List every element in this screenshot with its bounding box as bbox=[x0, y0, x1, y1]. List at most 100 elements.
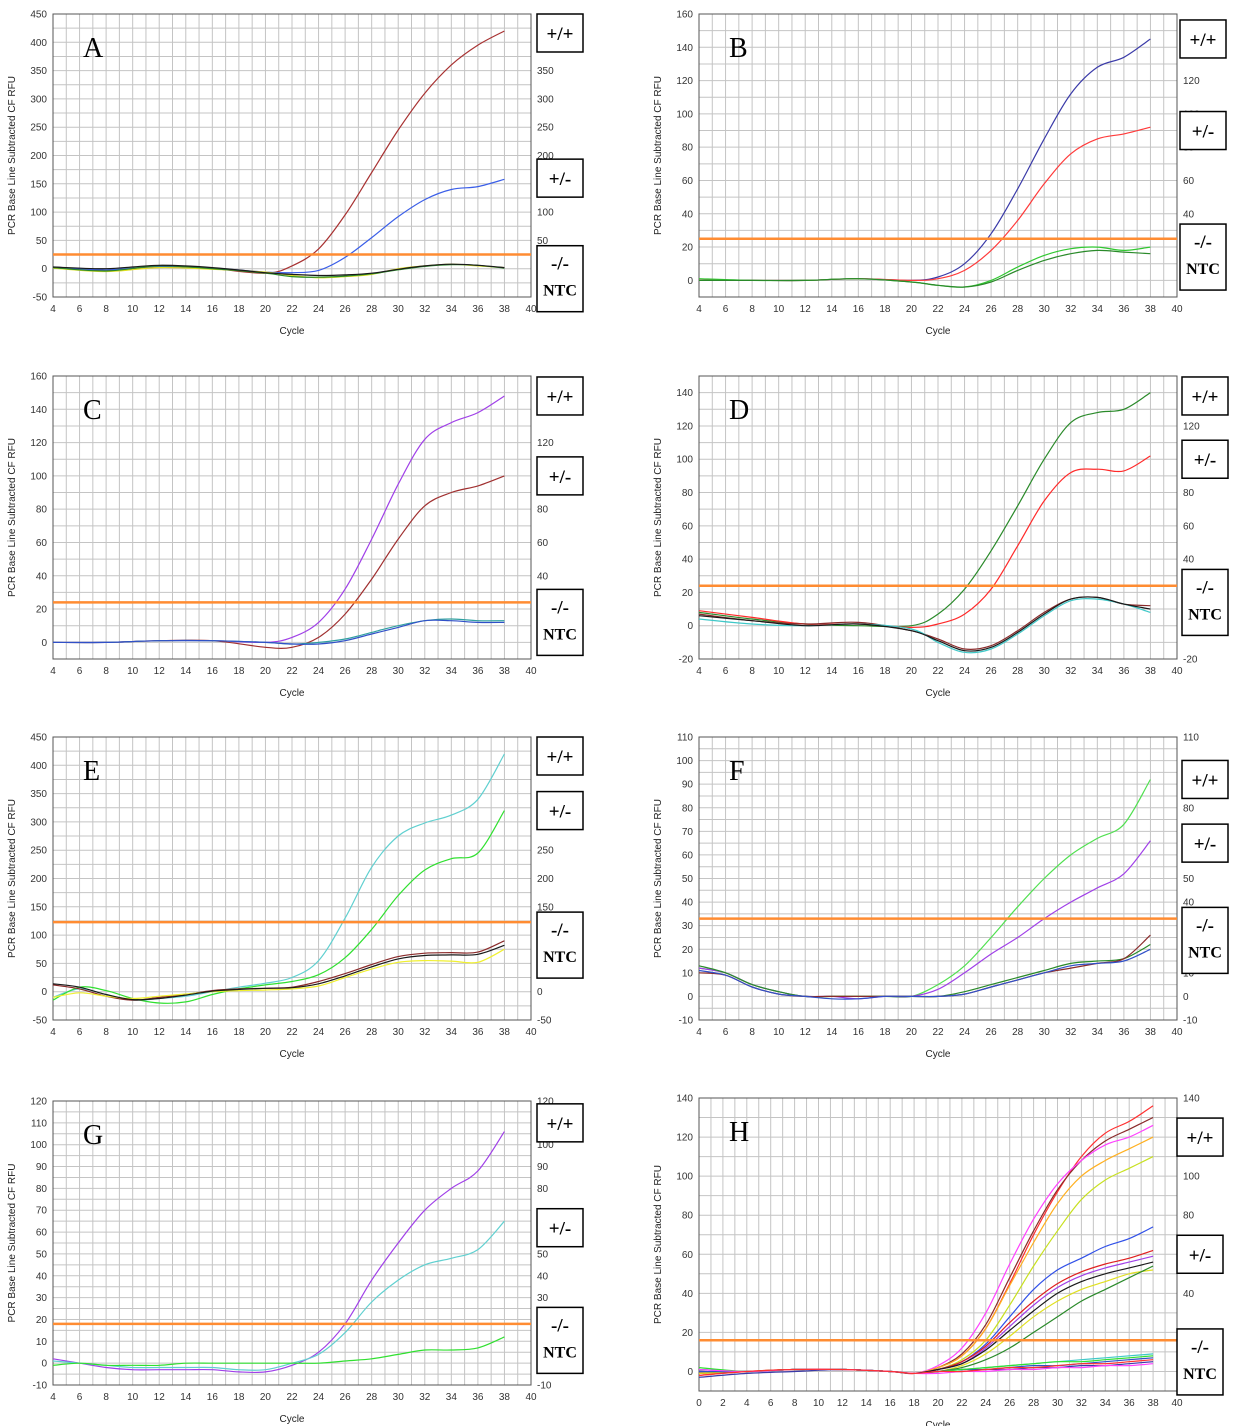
y-tick-label: 80 bbox=[682, 488, 694, 499]
genotype-label-box: -/- NTC bbox=[1176, 1328, 1224, 1396]
y-tick-label-right: 350 bbox=[537, 66, 554, 77]
x-tick-label: 4 bbox=[50, 666, 56, 677]
x-tick-label: 20 bbox=[906, 304, 918, 315]
y-tick-label: 100 bbox=[30, 931, 47, 942]
x-tick-label: 16 bbox=[207, 304, 219, 315]
x-tick-label: 14 bbox=[826, 304, 838, 315]
y-tick-label: 200 bbox=[30, 151, 47, 162]
genotype-label: +/- bbox=[1192, 122, 1214, 143]
x-tick-label: 8 bbox=[103, 304, 109, 315]
x-tick-label: 14 bbox=[861, 1398, 873, 1409]
x-tick-label: 26 bbox=[340, 304, 352, 315]
x-axis-label: Cycle bbox=[925, 326, 950, 337]
x-tick-label: 18 bbox=[233, 666, 245, 677]
x-tick-label: 20 bbox=[906, 1027, 918, 1038]
y-tick-label-right: 40 bbox=[1183, 1289, 1195, 1300]
grid-horizontal bbox=[53, 1100, 531, 1386]
y-axis-label: PCR Base Line Subtracted CF RFU bbox=[7, 76, 18, 235]
y-tick-label: 400 bbox=[30, 38, 47, 49]
x-tick-label: 38 bbox=[1145, 666, 1157, 677]
x-tick-label: 24 bbox=[313, 304, 325, 315]
y-tick-label-right: 60 bbox=[537, 538, 549, 549]
x-tick-label: 38 bbox=[1145, 1027, 1157, 1038]
genotype-box-frame bbox=[1181, 759, 1229, 800]
genotype-box-frame bbox=[536, 1207, 584, 1248]
x-tick-label: 12 bbox=[800, 666, 812, 677]
y-tick-label: 90 bbox=[36, 1162, 48, 1173]
genotype-label: -/- bbox=[1196, 915, 1214, 936]
x-tick-label: 34 bbox=[446, 304, 458, 315]
y-tick-label: 20 bbox=[682, 588, 694, 599]
y-tick-label-right: 100 bbox=[1183, 1172, 1200, 1183]
y-tick-label: 150 bbox=[30, 179, 47, 190]
y-tick-label-right: 30 bbox=[537, 1293, 549, 1304]
y-tick-label: 40 bbox=[36, 571, 48, 582]
x-tick-label: 36 bbox=[1118, 304, 1130, 315]
genotype-box-frame bbox=[536, 1103, 584, 1143]
genotype-label: +/+ bbox=[1190, 30, 1217, 51]
x-tick-label: 40 bbox=[1171, 1398, 1183, 1409]
y-tick-label: 160 bbox=[676, 10, 693, 21]
genotype-label-box: +/- bbox=[1181, 823, 1229, 863]
genotype-box-frame bbox=[1176, 1234, 1224, 1275]
panel-letter: E bbox=[83, 756, 100, 787]
y-tick-label-right: 80 bbox=[1183, 1211, 1195, 1222]
y-tick-label-right: 50 bbox=[1183, 874, 1195, 885]
x-tick-label: 38 bbox=[499, 666, 511, 677]
x-tick-label: 12 bbox=[154, 1027, 166, 1038]
y-tick-label: 30 bbox=[36, 1293, 48, 1304]
x-tick-label: 30 bbox=[393, 1027, 405, 1038]
chart-panel-g: 4 6 8 10 12 14 16 18 20 22 24 26 28 30 32 34 36 38 40-1001… bbox=[7, 1097, 584, 1425]
genotype-label-box: +/- bbox=[536, 158, 584, 198]
x-tick-label: 10 bbox=[127, 666, 139, 677]
genotype-box-frame bbox=[1181, 823, 1229, 863]
genotype-box-frame bbox=[1179, 110, 1227, 151]
x-tick-label: 12 bbox=[800, 1027, 812, 1038]
x-tick-label: 22 bbox=[286, 304, 298, 315]
y-tick-label: 100 bbox=[30, 471, 47, 482]
series-group bbox=[698, 392, 1151, 654]
panel-letter: C bbox=[83, 395, 102, 426]
genotype-label-box: +/+ bbox=[536, 1103, 584, 1143]
x-tick-label: 16 bbox=[853, 666, 865, 677]
series-line bbox=[698, 1359, 1154, 1376]
x-tick-label: 16 bbox=[207, 1027, 219, 1038]
y-tick-label: 0 bbox=[41, 1359, 47, 1370]
x-tick-label: 34 bbox=[1092, 1027, 1104, 1038]
y-tick-label: 60 bbox=[682, 850, 694, 861]
series-line bbox=[52, 263, 505, 277]
series-group bbox=[52, 753, 505, 1004]
series-group bbox=[52, 395, 505, 649]
y-tick-label: 90 bbox=[682, 780, 694, 791]
y-tick-label: 40 bbox=[682, 555, 694, 566]
y-tick-label-right: 120 bbox=[537, 438, 554, 449]
x-tick-label: 12 bbox=[837, 1398, 849, 1409]
genotype-label-box: -/- NTC bbox=[1181, 568, 1229, 637]
genotype-label: +/+ bbox=[547, 1114, 574, 1135]
genotype-label: -/- bbox=[551, 597, 569, 618]
x-tick-label: 28 bbox=[1028, 1398, 1040, 1409]
x-tick-label: 34 bbox=[446, 666, 458, 677]
genotype-label: +/- bbox=[1194, 450, 1216, 471]
chart-panel-a: 4 6 8 10 12 14 16 18 20 22 24 26 28 30 32 34 36 38 40 -50 0 5… bbox=[7, 10, 584, 337]
x-tick-label: 14 bbox=[180, 304, 192, 315]
y-tick-label: 60 bbox=[682, 521, 694, 532]
series-line bbox=[52, 1131, 505, 1374]
x-tick-label: 36 bbox=[1118, 666, 1130, 677]
genotype-label-box: -/- NTC bbox=[536, 588, 584, 657]
genotype-label: +/+ bbox=[1187, 1128, 1214, 1149]
x-tick-label: 24 bbox=[980, 1398, 992, 1409]
x-tick-label: 34 bbox=[1100, 1398, 1112, 1409]
x-tick-label: 6 bbox=[77, 666, 83, 677]
y-tick-label: 100 bbox=[676, 455, 693, 466]
x-tick-label: 40 bbox=[525, 666, 537, 677]
panel-letter: D bbox=[729, 395, 749, 426]
plot-frame bbox=[52, 13, 532, 298]
genotype-label-box: +/- bbox=[536, 1207, 584, 1248]
genotype-label-box: +/+ bbox=[536, 13, 584, 53]
x-tick-label: 26 bbox=[340, 666, 352, 677]
x-tick-label: 0 bbox=[696, 1398, 702, 1409]
chart-panel-b: 4 6 8 10 12 14 16 18 20 22 24 26 28 30 32 34 36 38 40 0 20 40… bbox=[653, 10, 1227, 337]
y-tick-label: -50 bbox=[33, 293, 48, 304]
x-tick-label: 14 bbox=[826, 1027, 838, 1038]
